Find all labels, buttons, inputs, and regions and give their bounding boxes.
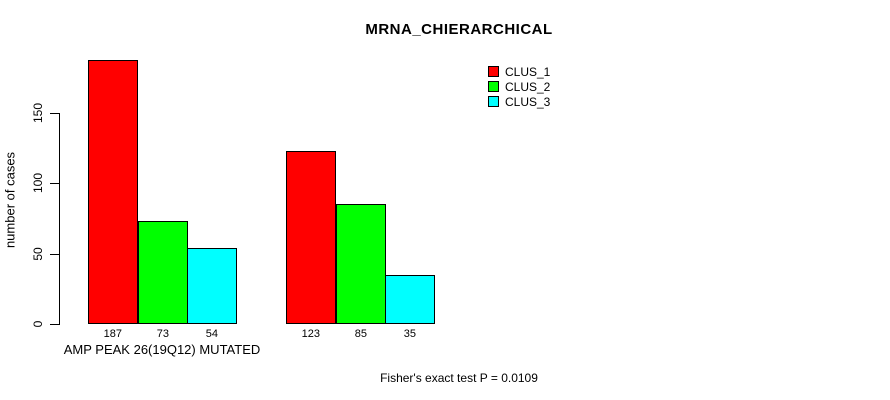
legend-label: CLUS_1 [505, 64, 551, 79]
legend-label: CLUS_2 [505, 79, 551, 94]
y-tick [50, 324, 59, 325]
y-tick-label: 100 [31, 172, 45, 194]
bar-value-label: 85 [354, 328, 367, 340]
legend-swatch-clus3 [488, 96, 499, 107]
y-tick-label: 0 [31, 320, 45, 328]
bar-clus_1-group2 [286, 151, 336, 324]
legend-item: CLUS_3 [488, 94, 550, 109]
y-tick-label: 50 [31, 247, 45, 261]
bar-clus_3-group2 [385, 275, 435, 324]
bar-value-label: 35 [403, 328, 416, 340]
legend-label: CLUS_3 [505, 94, 551, 109]
legend-item: CLUS_2 [488, 79, 550, 94]
legend-swatch-clus1 [488, 66, 499, 77]
y-tick [50, 113, 59, 114]
y-tick [50, 183, 59, 184]
bar-value-label: 54 [205, 328, 218, 340]
y-axis-label: number of cases [2, 151, 18, 249]
y-axis-line [59, 113, 60, 325]
chart-title: MRNA_CHIERARCHICAL [365, 21, 553, 38]
legend-swatch-clus2 [488, 81, 499, 92]
bar-clus_2-group2 [336, 204, 386, 324]
legend: CLUS_1 CLUS_2 CLUS_3 [488, 64, 550, 109]
bar-value-label: 187 [103, 328, 123, 340]
bar-clus_3-group1 [187, 248, 237, 324]
bar-value-label: 123 [301, 328, 321, 340]
y-tick [50, 254, 59, 255]
annotation-text: Fisher's exact test P = 0.0109 [380, 371, 538, 385]
y-tick-label: 150 [31, 102, 45, 124]
x-category-label: AMP PEAK 26(19Q12) MUTATED [63, 342, 261, 357]
legend-item: CLUS_1 [488, 64, 550, 79]
bar-clus_1-group1 [88, 60, 138, 324]
bar-value-label: 73 [156, 328, 169, 340]
bar-clus_2-group1 [138, 221, 188, 324]
